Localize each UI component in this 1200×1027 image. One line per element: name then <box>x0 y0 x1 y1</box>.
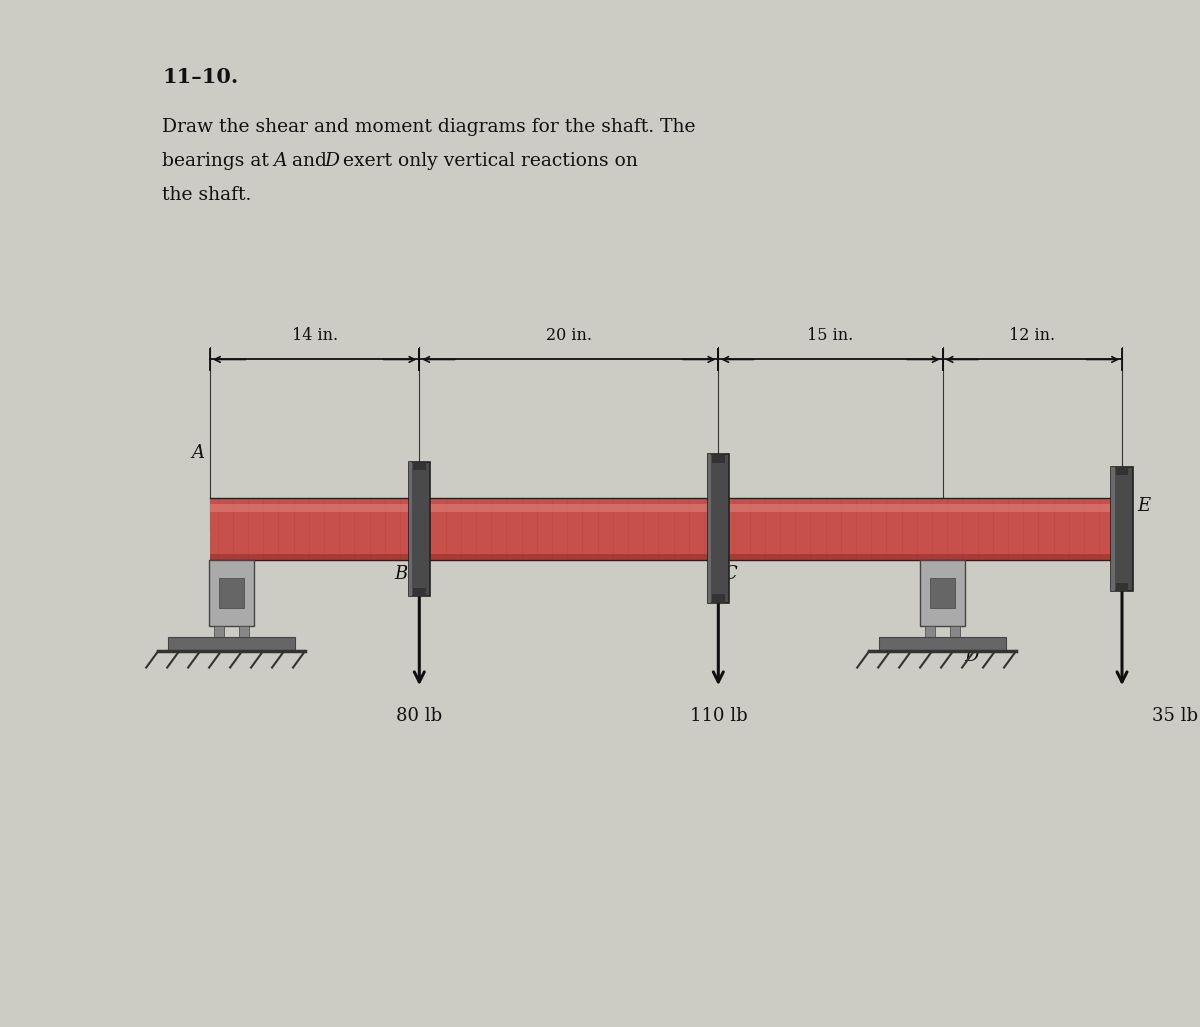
Bar <box>712 595 725 604</box>
Text: exert only vertical reactions on: exert only vertical reactions on <box>337 152 638 170</box>
Bar <box>1116 583 1128 591</box>
Text: bearings at: bearings at <box>162 152 275 170</box>
Bar <box>950 626 960 637</box>
Bar <box>210 504 1122 512</box>
Text: 110 lb: 110 lb <box>690 707 748 725</box>
Text: D: D <box>964 647 978 665</box>
Bar <box>413 462 426 470</box>
Text: A: A <box>274 152 287 170</box>
Bar <box>408 462 430 596</box>
Bar <box>408 462 413 596</box>
Text: 11–10.: 11–10. <box>162 67 239 86</box>
Bar <box>925 626 935 637</box>
Text: B: B <box>394 565 407 583</box>
Text: 14 in.: 14 in. <box>292 327 337 344</box>
Bar <box>220 578 244 608</box>
Bar <box>878 637 1007 651</box>
Text: 15 in.: 15 in. <box>808 327 853 344</box>
Text: E: E <box>1138 497 1151 516</box>
Bar <box>1111 467 1133 591</box>
Bar <box>708 454 730 604</box>
Text: A: A <box>191 444 204 462</box>
Text: 20 in.: 20 in. <box>546 327 592 344</box>
Bar <box>712 454 725 463</box>
Text: 80 lb: 80 lb <box>396 707 443 725</box>
Bar <box>919 560 965 626</box>
Bar <box>239 626 250 637</box>
Bar <box>210 554 1122 560</box>
Bar <box>1116 467 1128 474</box>
Bar <box>930 578 955 608</box>
Text: and: and <box>286 152 332 170</box>
Text: 35 lb: 35 lb <box>1152 707 1198 725</box>
Bar <box>168 637 295 651</box>
Text: C: C <box>724 565 737 583</box>
Bar <box>210 498 1122 560</box>
Bar <box>413 587 426 596</box>
Text: Draw the shear and moment diagrams for the shaft. The: Draw the shear and moment diagrams for t… <box>162 118 696 137</box>
Text: the shaft.: the shaft. <box>162 186 251 204</box>
Bar <box>708 454 712 604</box>
Bar <box>209 560 254 626</box>
Bar <box>1111 467 1115 591</box>
Text: 12 in.: 12 in. <box>1009 327 1055 344</box>
Bar <box>214 626 224 637</box>
Text: D: D <box>324 152 340 170</box>
